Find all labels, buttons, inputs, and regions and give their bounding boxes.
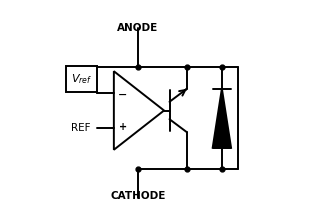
Text: CATHODE: CATHODE: [110, 191, 166, 201]
Polygon shape: [213, 89, 231, 148]
Text: −: −: [118, 90, 127, 100]
Text: +: +: [118, 122, 127, 132]
Text: ANODE: ANODE: [117, 23, 158, 33]
Text: $V_{ref}$: $V_{ref}$: [71, 72, 92, 86]
Text: REF: REF: [72, 123, 91, 133]
FancyBboxPatch shape: [66, 66, 97, 92]
